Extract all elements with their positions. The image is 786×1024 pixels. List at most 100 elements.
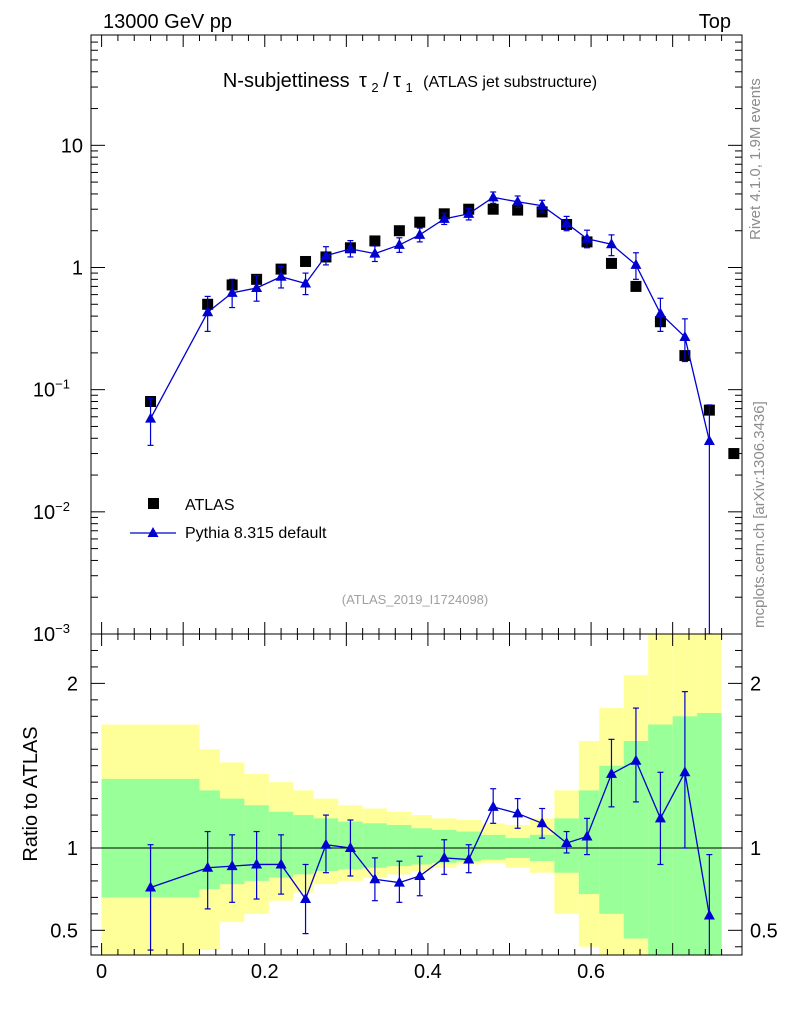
ratio-series-layer: [145, 691, 715, 956]
mcplots-source-label: mcplots.cern.ch [arXiv:1306.3436]: [751, 401, 768, 628]
pythia-data-point: [512, 195, 524, 206]
main-plot-panel: 10 1 10−1 10−2 10−3: [33, 34, 743, 646]
ratio-data-point: [300, 893, 312, 904]
legend-label-pythia: Pythia 8.315 default: [185, 525, 327, 542]
ratio-inner-band: [199, 790, 220, 890]
main-y-tick-label: 10: [61, 135, 83, 157]
ratio-plot-panel: 0.5 0.5 1 1 2 2 0 0.2 0.4 0.6: [50, 633, 778, 983]
ratio-y-tick-label-left: 2: [67, 673, 78, 695]
pythia-data-point: [226, 286, 238, 297]
main-y-axis-ticks: [91, 34, 742, 635]
ratio-data-point: [561, 837, 573, 848]
ratio-inner-band: [293, 815, 314, 875]
ratio-axis-labels: 0.5 0.5 1 1 2 2 0 0.2 0.4 0.6: [50, 673, 778, 983]
header-energy-label: 13000 GeV pp: [103, 11, 232, 33]
pythia-data-point: [703, 435, 715, 446]
ratio-data-point: [145, 881, 157, 892]
ratio-data-point: [393, 876, 405, 887]
ratio-y-tick-label-left: 0.5: [50, 920, 78, 942]
ratio-y-tick-label-right: 1: [750, 838, 761, 860]
pythia-data-point: [414, 228, 426, 239]
pythia-data-point: [145, 412, 157, 423]
analysis-watermark: (ATLAS_2019_I1724098): [342, 592, 488, 607]
pythia-data-point: [344, 242, 356, 253]
x-tick-label: 0.6: [577, 961, 605, 983]
rivet-version-label: Rivet 4.1.0, 1.9M events: [747, 78, 764, 240]
legend-marker-pythia: [147, 527, 159, 537]
ratio-y-tick-label-right: 2: [750, 673, 761, 695]
ratio-data-point: [654, 812, 666, 823]
main-y-tick-label: 1: [72, 257, 83, 279]
ratio-y-axis-title: Ratio to ATLAS: [20, 726, 42, 861]
pythia-data-point: [630, 258, 642, 269]
pythia-data-point: [438, 212, 450, 223]
ratio-inner-band: [411, 828, 432, 865]
ratio-axis-ticks: [91, 634, 742, 955]
ratio-data-point: [344, 842, 356, 852]
pythia-data-point: [275, 270, 287, 281]
ratio-data-point: [536, 817, 548, 828]
pythia-data-point: [581, 232, 593, 243]
atlas-data-point: [728, 448, 740, 460]
ratio-data-point: [487, 800, 499, 811]
atlas-data-point: [605, 257, 617, 269]
pythia-line: [149, 196, 711, 442]
pythia-data-point: [251, 281, 263, 292]
ratio-data-point: [369, 873, 381, 884]
ratio-data-point: [463, 853, 475, 864]
main-plot-frame: [90, 34, 743, 635]
main-series-layer: [145, 191, 740, 635]
main-y-tick-label: 10−1: [33, 377, 70, 402]
atlas-data-point: [369, 235, 381, 247]
ratio-y-tick-label-left: 1: [67, 838, 78, 860]
ratio-plot-frame: [90, 633, 743, 956]
pythia-data-point: [463, 207, 475, 218]
pythia-data-point: [202, 306, 214, 317]
ratio-data-point: [679, 766, 691, 777]
ratio-data-point: [438, 851, 450, 862]
ratio-data-point: [703, 909, 715, 920]
ratio-data-point: [226, 860, 238, 871]
atlas-data-point: [630, 280, 642, 292]
pythia-data-point: [369, 247, 381, 258]
atlas-data-point: [300, 255, 312, 267]
pythia-data-point: [561, 217, 573, 228]
pythia-data-point: [605, 238, 617, 249]
header-process-label: Top: [699, 11, 731, 33]
ratio-data-point: [275, 858, 287, 869]
atlas-data-point: [414, 216, 426, 228]
legend: ATLAS Pythia 8.315 default: [130, 497, 327, 542]
ratio-data-point: [320, 838, 332, 849]
pythia-data-point: [300, 277, 312, 288]
x-tick-label: 0: [96, 961, 107, 983]
pythia-data-point: [654, 307, 666, 318]
ratio-data-point: [605, 767, 617, 778]
main-y-axis-labels: 10 1 10−1 10−2 10−3: [33, 135, 83, 646]
ratio-data-point: [630, 754, 642, 765]
ratio-data-point: [581, 830, 593, 841]
pythia-data-point: [679, 330, 691, 341]
x-tick-label: 0.4: [414, 961, 442, 983]
pythia-data-point: [393, 238, 405, 249]
atlas-data-point: [393, 225, 405, 237]
pythia-data-point: [536, 199, 548, 210]
main-y-tick-label: 10−2: [33, 499, 70, 524]
pythia-data-point: [487, 191, 499, 202]
ratio-uncertainty-bands: [101, 634, 722, 955]
ratio-data-point: [251, 858, 263, 869]
pythia-data-point: [320, 249, 332, 260]
legend-label-atlas: ATLAS: [185, 497, 235, 514]
ratio-inner-band: [387, 824, 412, 867]
ratio-data-point: [414, 869, 426, 880]
ratio-inner-band: [578, 790, 600, 895]
atlas-data-point: [487, 203, 499, 215]
ratio-data-point: [512, 807, 524, 818]
ratio-data-point: [202, 861, 214, 872]
ratio-inner-band: [480, 834, 506, 860]
main-chart-title: N-subjettiness τ 2 / τ 1 (ATLAS jet subs…: [223, 70, 597, 96]
legend-marker-atlas: [148, 498, 159, 509]
x-tick-label: 0.2: [251, 961, 279, 983]
main-y-tick-label: 10−3: [33, 621, 70, 646]
ratio-y-tick-label-right: 0.5: [750, 920, 778, 942]
